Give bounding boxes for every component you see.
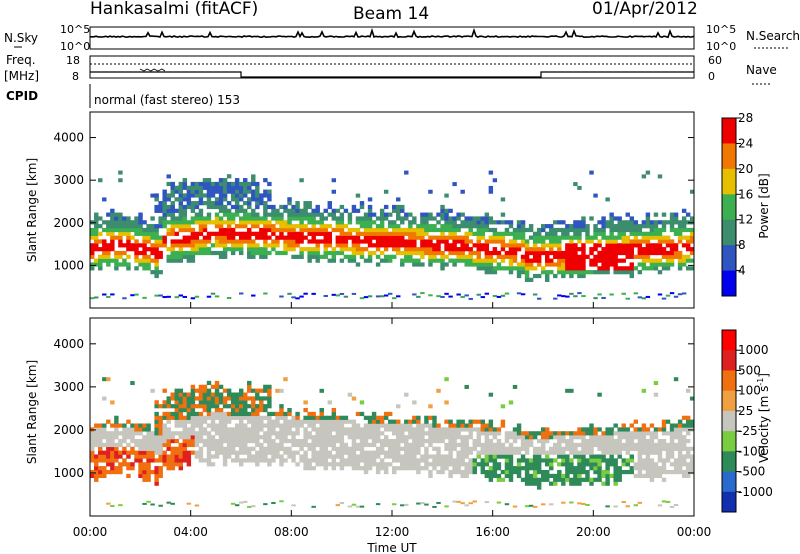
nsearch-label: N.Search (746, 29, 800, 43)
freq-label: Freq. (6, 53, 36, 67)
colorbar-tick-label: 16 (738, 187, 753, 201)
colorbar-tick-label: 4 (738, 264, 746, 278)
power-heatmap (90, 170, 695, 300)
colorbar-tick-label: 500 (738, 363, 761, 377)
y-tick-label: 3000 (53, 173, 84, 187)
colorbar-segment (722, 270, 736, 297)
colorbar-tick-label: -100 (738, 444, 765, 458)
colorbar-segment (722, 410, 736, 432)
y-tick-label: 2000 (53, 423, 84, 437)
nsky-label: N.Sky (4, 31, 38, 45)
colorbar-tick-label: 12 (738, 213, 753, 227)
velocity-colorbar-label: Velocity [m s-1] (756, 373, 771, 463)
y-tick-label: 2000 (53, 216, 84, 230)
noise-tick-right-top: 10^5 (706, 23, 736, 36)
x-tick-label: 00:00 (677, 525, 712, 539)
colorbar-tick-label: -500 (738, 465, 765, 479)
date-title: 01/Apr/2012 (592, 0, 698, 19)
colorbar-tick-label: 20 (738, 162, 753, 176)
colorbar-tick-label: -25 (738, 424, 758, 438)
noise-tick-left-top: 10^5 (60, 23, 90, 36)
nave-label: Nave (746, 63, 777, 77)
colorbar-segment (722, 370, 736, 392)
x-tick-label: 12:00 (375, 525, 410, 539)
colorbar-frame (721, 329, 737, 513)
freq-panel-frame (89, 55, 695, 79)
x-tick-label: 16:00 (475, 525, 510, 539)
velocity-ylabel: Slant Range [km] (25, 360, 39, 464)
noise-tick-left-bottom: 10^0 (60, 40, 90, 53)
noise-panel-frame (89, 26, 695, 50)
y-tick-label: 4000 (53, 337, 84, 351)
colorbar-segment (722, 330, 736, 351)
x-tick-label: 00:00 (73, 525, 108, 539)
freq-tick-right-top: 60 (708, 54, 722, 67)
colorbar-tick-label: 24 (738, 136, 753, 150)
colorbar-segment (722, 168, 736, 195)
colorbar-segment (722, 143, 736, 170)
freq-tick-left-bottom: 8 (72, 70, 79, 83)
noise-sky-line (90, 27, 695, 39)
colorbar-segment (722, 390, 736, 412)
freq-line (90, 71, 694, 78)
cpid-label: CPID (6, 89, 38, 103)
colorbar-segment (722, 471, 736, 493)
power-ylabel: Slant Range [km] (25, 158, 39, 262)
velocity-heatmap (90, 377, 695, 508)
freq-jitter (139, 68, 166, 72)
colorbar-segment (722, 350, 736, 371)
colorbar-tick-label: 100 (738, 384, 761, 398)
beam-title: Beam 14 (353, 4, 429, 24)
colorbar-segment (722, 431, 736, 452)
colorbar-tick-label: 1000 (738, 343, 769, 357)
freq-unit-label: [MHz] (4, 69, 39, 83)
colorbar-tick-label: 28 (738, 111, 753, 125)
colorbar-segment (722, 194, 736, 221)
freq-tick-right-bottom: 0 (708, 70, 715, 83)
colorbar-segment (722, 219, 736, 246)
station-title: Hankasalmi (fitACF) (90, 0, 258, 19)
colorbar-frame (721, 117, 737, 297)
colorbar-segment (722, 451, 736, 473)
colorbar-tick-label: 25 (738, 404, 753, 418)
colorbar-segment (722, 491, 736, 513)
x-axis-label: Time UT (366, 541, 417, 554)
x-tick-label: 08:00 (274, 525, 309, 539)
y-tick-label: 1000 (53, 466, 84, 480)
colorbar-segment (722, 118, 736, 144)
colorbar-segment (722, 245, 736, 272)
y-tick-label: 1000 (53, 258, 84, 272)
noise-tick-right-bottom: 10^0 (706, 40, 736, 53)
power-colorbar-label: Power [dB] (757, 173, 771, 238)
y-tick-label: 4000 (53, 131, 84, 145)
y-tick-label: 3000 (53, 380, 84, 394)
cpid-text: normal (fast stereo) 153 (94, 93, 240, 107)
colorbar-tick-label: -1000 (738, 485, 773, 499)
x-tick-label: 04:00 (173, 525, 208, 539)
freq-tick-left-top: 18 (66, 54, 80, 67)
colorbar-tick-label: 8 (738, 238, 746, 252)
x-tick-label: 20:00 (576, 525, 611, 539)
